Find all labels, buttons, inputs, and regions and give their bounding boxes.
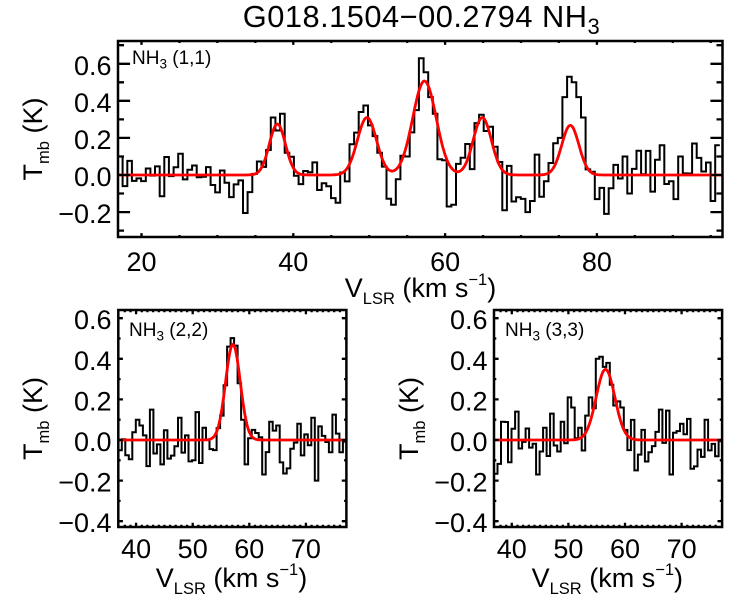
svg-text:0.6: 0.6: [74, 305, 112, 335]
svg-text:−0.2: −0.2: [58, 199, 111, 229]
svg-text:0.2: 0.2: [74, 125, 112, 155]
svg-text:0.4: 0.4: [74, 88, 112, 118]
svg-text:NH3 (3,3): NH3 (3,3): [505, 320, 584, 344]
svg-text:50: 50: [178, 534, 208, 564]
svg-text:60: 60: [610, 534, 640, 564]
svg-text:70: 70: [291, 534, 321, 564]
svg-text:0.4: 0.4: [74, 346, 112, 376]
svg-text:40: 40: [497, 534, 527, 564]
svg-text:0.2: 0.2: [450, 386, 488, 416]
svg-text:−0.4: −0.4: [434, 508, 487, 538]
svg-text:NH3 (1,1): NH3 (1,1): [132, 48, 211, 72]
svg-text:80: 80: [582, 247, 612, 277]
svg-text:60: 60: [430, 247, 460, 277]
svg-text:−0.2: −0.2: [58, 468, 111, 498]
svg-text:0.0: 0.0: [74, 162, 112, 192]
svg-text:Tmb (K): Tmb (K): [18, 377, 53, 460]
svg-text:−0.2: −0.2: [434, 468, 487, 498]
svg-text:VLSR (km s−1): VLSR (km s−1): [156, 561, 307, 598]
svg-text:40: 40: [121, 534, 151, 564]
svg-text:60: 60: [234, 534, 264, 564]
svg-text:20: 20: [126, 247, 156, 277]
svg-text:Tmb (K): Tmb (K): [394, 377, 429, 460]
svg-text:0.6: 0.6: [450, 305, 488, 335]
svg-text:0.6: 0.6: [74, 51, 112, 81]
svg-text:0.2: 0.2: [74, 386, 112, 416]
svg-text:0.0: 0.0: [74, 427, 112, 457]
svg-text:NH3 (2,2): NH3 (2,2): [129, 320, 208, 344]
svg-text:50: 50: [553, 534, 583, 564]
svg-text:40: 40: [278, 247, 308, 277]
svg-text:70: 70: [667, 534, 697, 564]
svg-text:Tmb (K): Tmb (K): [18, 98, 53, 181]
svg-text:0.0: 0.0: [450, 427, 488, 457]
svg-text:G018.1504−00.2794 NH3: G018.1504−00.2794 NH3: [243, 0, 601, 39]
svg-text:0.4: 0.4: [450, 346, 488, 376]
svg-text:−0.4: −0.4: [58, 508, 111, 538]
